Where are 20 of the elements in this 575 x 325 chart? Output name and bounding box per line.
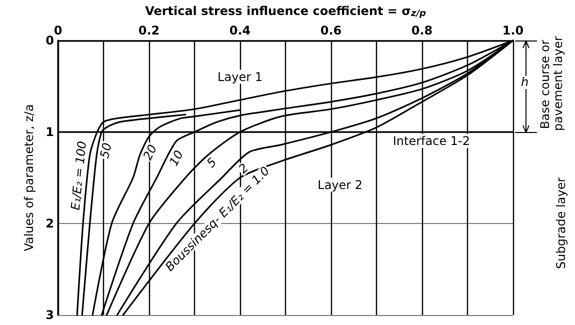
text: 2 bbox=[236, 160, 251, 176]
annotation: Layer 1 bbox=[218, 70, 262, 84]
x-tick-label: 0.6 bbox=[320, 24, 342, 38]
y-tick-label: 2 bbox=[46, 216, 54, 230]
text: Subgrade layer bbox=[554, 176, 568, 270]
text: h bbox=[521, 75, 529, 90]
text: E₁/E₂ = 100 bbox=[68, 140, 90, 211]
text: 50 bbox=[97, 141, 114, 160]
ref-line-label: Interface 1-2 bbox=[392, 134, 470, 148]
x-tick-label: 0.2 bbox=[138, 24, 160, 38]
y-tick-label: 1 bbox=[46, 125, 54, 139]
text: Base course or pavement layer bbox=[538, 36, 565, 132]
y-axis-title: Values of parameter, z/a bbox=[22, 104, 36, 252]
y-tick-label: 0 bbox=[46, 34, 54, 48]
x-tick-label: 1.0 bbox=[502, 24, 524, 38]
annotation: Layer 2 bbox=[318, 178, 363, 192]
x-tick-label: 0.4 bbox=[229, 24, 251, 38]
x-tick-label: 0.8 bbox=[411, 24, 433, 38]
y-tick-label: 3 bbox=[46, 308, 54, 322]
text: 20 bbox=[140, 142, 160, 162]
